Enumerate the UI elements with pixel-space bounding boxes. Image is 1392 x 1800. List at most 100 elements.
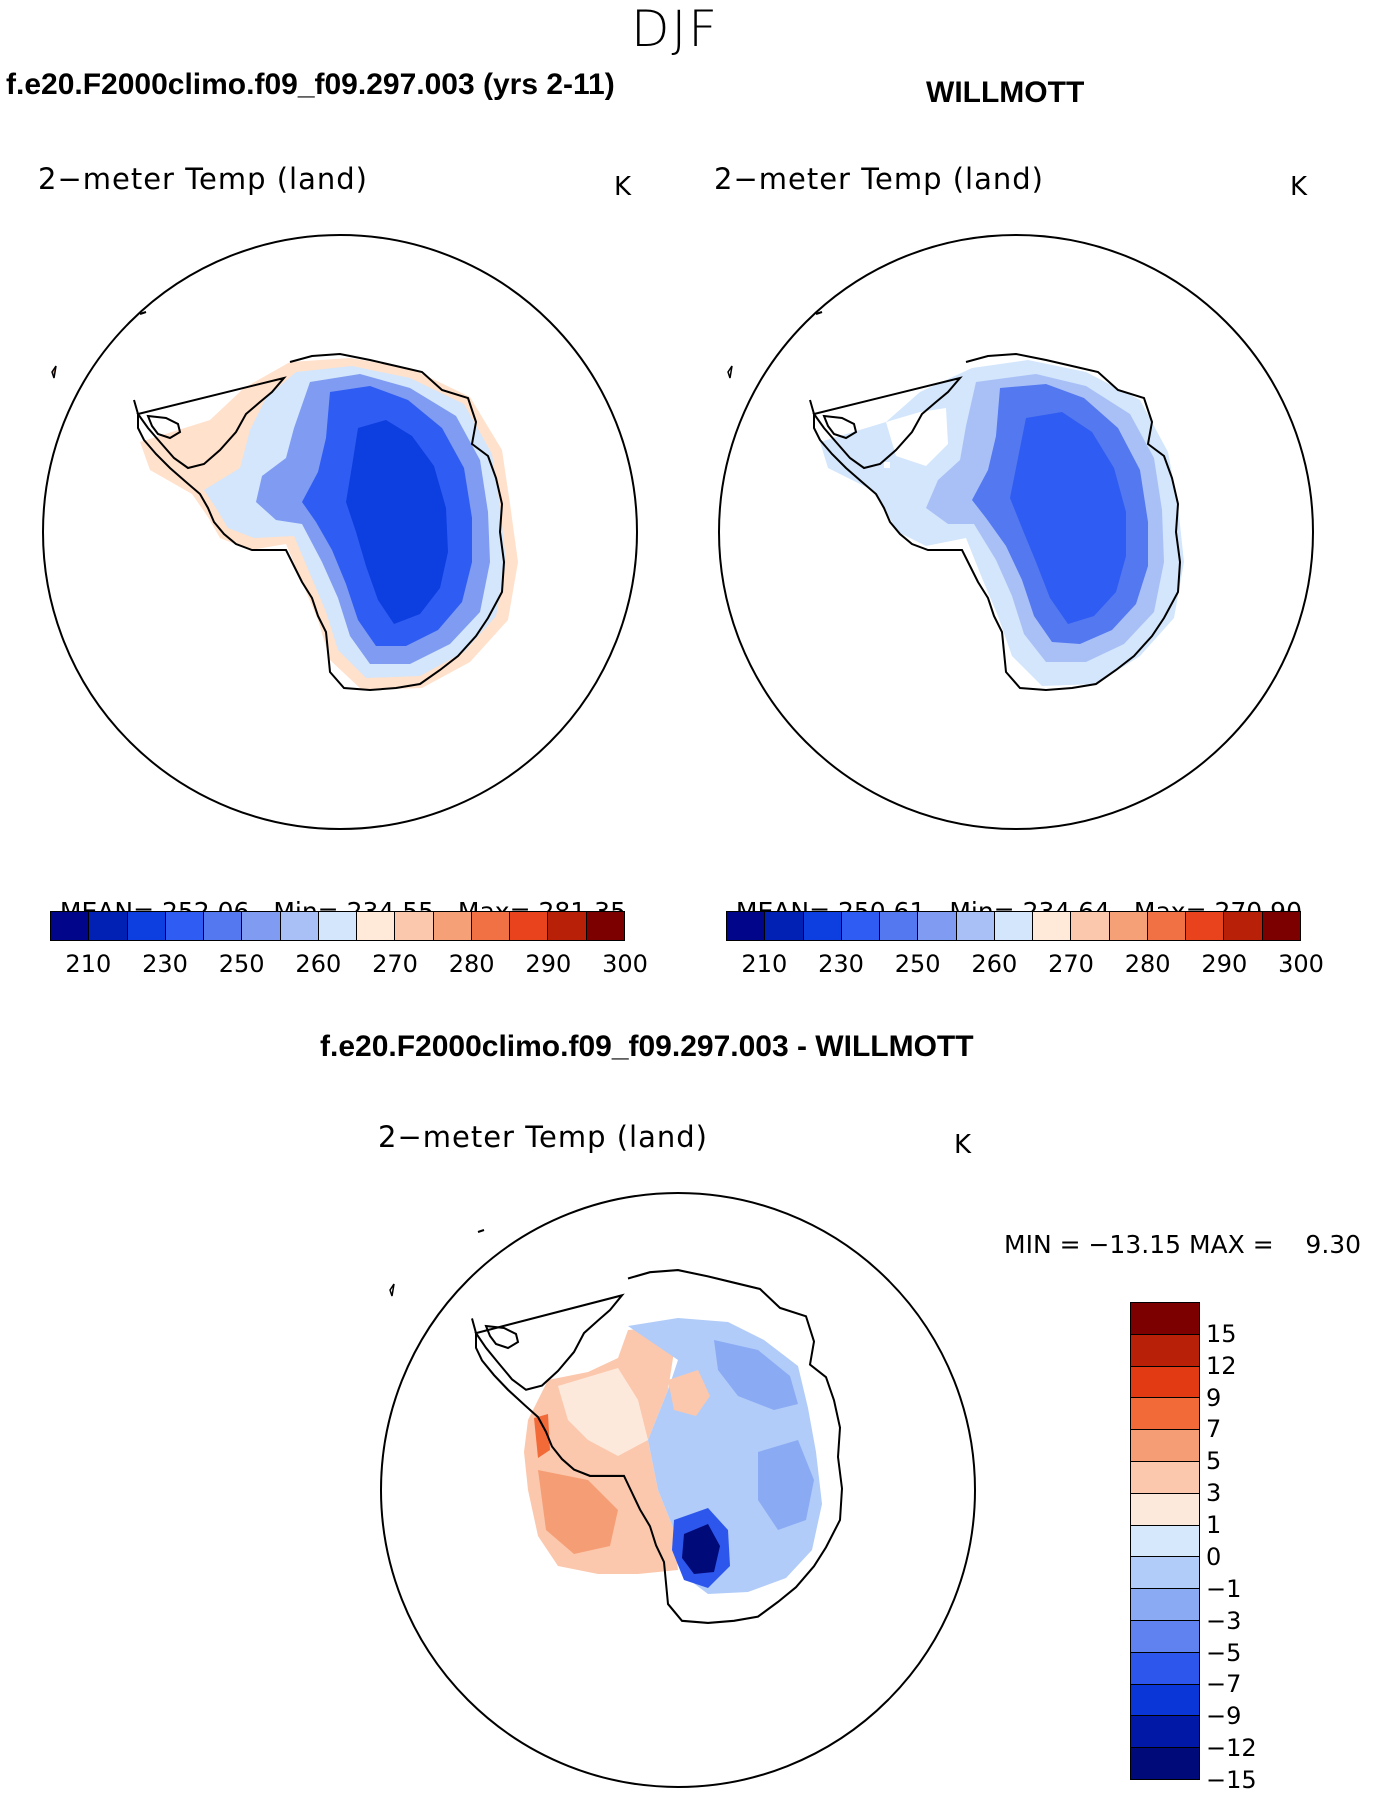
left-colorbar-swatch [280, 912, 319, 940]
diff-colorbar-swatch [1131, 1398, 1199, 1431]
diff-colorbar-tick-label: −12 [1206, 1734, 1257, 1763]
left-interior-coldest [346, 420, 448, 624]
diff-colorbar-swatch [1131, 1334, 1199, 1367]
right-colorbar-swatch [956, 912, 995, 940]
left-colorbar-tick-label: 260 [295, 950, 342, 978]
diff-colorbar-tick-label: 9 [1206, 1383, 1222, 1412]
diff-colorbar-tick-label: −5 [1206, 1638, 1242, 1667]
left-colorbar-swatch [242, 912, 281, 940]
right-colorbar-swatch [918, 912, 957, 940]
right-colorbar-swatch [880, 912, 919, 940]
right-coastline [809, 352, 1182, 692]
diff-colorbar-tick-label: 3 [1206, 1479, 1222, 1508]
left-colorbar-tick-label: 210 [65, 950, 112, 978]
diff-cold-deep [682, 1524, 720, 1574]
left-colorbar-swatch [510, 912, 549, 940]
diff-colorbar-tick-label: −15 [1206, 1766, 1257, 1794]
left-colorbar-swatch [204, 912, 243, 940]
diff-colorbar-tick-label: 7 [1206, 1415, 1222, 1444]
right-colorbar-tick-label: 290 [1201, 950, 1248, 978]
right-island-2 [727, 365, 733, 379]
left-polar-map [42, 234, 638, 830]
diff-island-2 [389, 1283, 395, 1297]
left-coastline [133, 352, 506, 692]
right-case-title: WILLMOTT [926, 76, 1085, 109]
diff-east-mid [714, 1340, 798, 1410]
right-interior-coldest [1010, 412, 1126, 624]
right-unit-label: K [1290, 172, 1308, 202]
diff-map-boundary [380, 1192, 976, 1788]
diff-colorbar-tick-label: 5 [1206, 1447, 1222, 1476]
left-island-2 [51, 365, 57, 379]
diff-colorbar-swatch [1131, 1303, 1199, 1335]
right-polar-map [718, 234, 1314, 830]
right-colorbar-tick-label: 230 [818, 950, 864, 978]
diff-white-zone [558, 1368, 648, 1456]
left-colorbar-swatch [548, 912, 587, 940]
diff-colorbar-swatch [1131, 1525, 1199, 1558]
left-colorbar-swatch [586, 912, 624, 940]
diff-colorbar-swatch [1131, 1461, 1199, 1494]
right-colorbar-swatch [1224, 912, 1263, 940]
left-colorbar-tick-label: 290 [525, 950, 572, 978]
right-colorbar-tick-label: 210 [741, 950, 788, 978]
diff-colorbar-tick-label: 12 [1206, 1351, 1237, 1380]
left-colorbar-swatch [165, 912, 205, 940]
diff-colorbar-tick-label: 15 [1206, 1319, 1237, 1348]
diff-polar-map [380, 1192, 976, 1788]
right-colorbar-swatch [1033, 912, 1072, 940]
right-colorbar-swatch [1147, 912, 1187, 940]
right-colorbar-tick-label: 250 [894, 950, 941, 978]
left-colorbar-tick-label: 250 [218, 950, 265, 978]
diff-colorbar-swatch [1131, 1716, 1199, 1749]
diff-island [477, 1229, 485, 1233]
diff-antarctica-field [524, 1318, 822, 1594]
diff-warm-mid [538, 1470, 618, 1554]
right-colorbar-tick-label: 270 [1048, 950, 1094, 978]
right-colorbar-swatch [1109, 912, 1148, 940]
left-island [139, 311, 147, 315]
right-colorbar-swatch [994, 912, 1034, 940]
diff-colorbar-tick-label: 0 [1206, 1542, 1222, 1571]
left-colorbar-swatch [51, 912, 90, 940]
left-colorbar [50, 911, 625, 941]
left-colorbar-tick-label: 300 [602, 950, 648, 978]
diff-colorbar-swatch [1131, 1366, 1199, 1399]
right-coast-white [886, 408, 948, 466]
left-colorbar-ticks: 210 230 250 260 270 280 290 300 [50, 950, 647, 980]
diff-colorbar-swatch [1131, 1493, 1199, 1526]
left-antarctica-temperature-field [140, 358, 518, 690]
diff-unit-label: K [954, 1130, 972, 1160]
diff-colorbar [1130, 1302, 1200, 1780]
right-ice-shelf-outline [822, 414, 858, 440]
right-colorbar-tick-label: 300 [1278, 950, 1324, 978]
right-colorbar-swatch [841, 912, 881, 940]
right-variable-title: 2−meter Temp (land) [714, 162, 1044, 196]
left-colorbar-swatch [471, 912, 511, 940]
left-colorbar-swatch [318, 912, 358, 940]
right-map-boundary [718, 234, 1314, 830]
diff-minmax-text: MIN = −13.15 MAX = 9.30 [1004, 1230, 1362, 1259]
diff-colorbar-swatch [1131, 1748, 1199, 1779]
diff-coastline [471, 1269, 844, 1624]
right-colorbar-swatch [765, 912, 804, 940]
left-colorbar-swatch [127, 912, 166, 940]
right-colorbar-tick-label: 280 [1124, 950, 1171, 978]
right-colorbar-swatch [727, 912, 766, 940]
diff-colorbar-swatch [1131, 1557, 1199, 1590]
diff-colorbar-ticks: 15 12 9 7 5 3 1 0 −1 −3 −5 −7 −9 −12 −15 [1206, 1302, 1286, 1794]
left-ice-shelf-outline [146, 414, 182, 440]
diff-colorbar-swatch [1131, 1684, 1199, 1717]
left-colorbar-tick-label: 270 [372, 950, 418, 978]
diff-warm-strong [534, 1414, 550, 1458]
right-colorbar-swatch [1071, 912, 1110, 940]
diff-colorbar-tick-label: −3 [1206, 1606, 1242, 1635]
diff-east-warm-patch [668, 1370, 710, 1416]
right-colorbar-ticks: 210 230 250 260 270 280 290 300 [726, 950, 1323, 980]
left-colorbar-swatch [433, 912, 472, 940]
diff-colorbar-swatch [1131, 1620, 1199, 1653]
right-colorbar-swatch [1262, 912, 1300, 940]
diff-colorbar-tick-label: −7 [1206, 1670, 1242, 1699]
left-unit-label: K [614, 172, 632, 202]
right-island [815, 311, 823, 315]
